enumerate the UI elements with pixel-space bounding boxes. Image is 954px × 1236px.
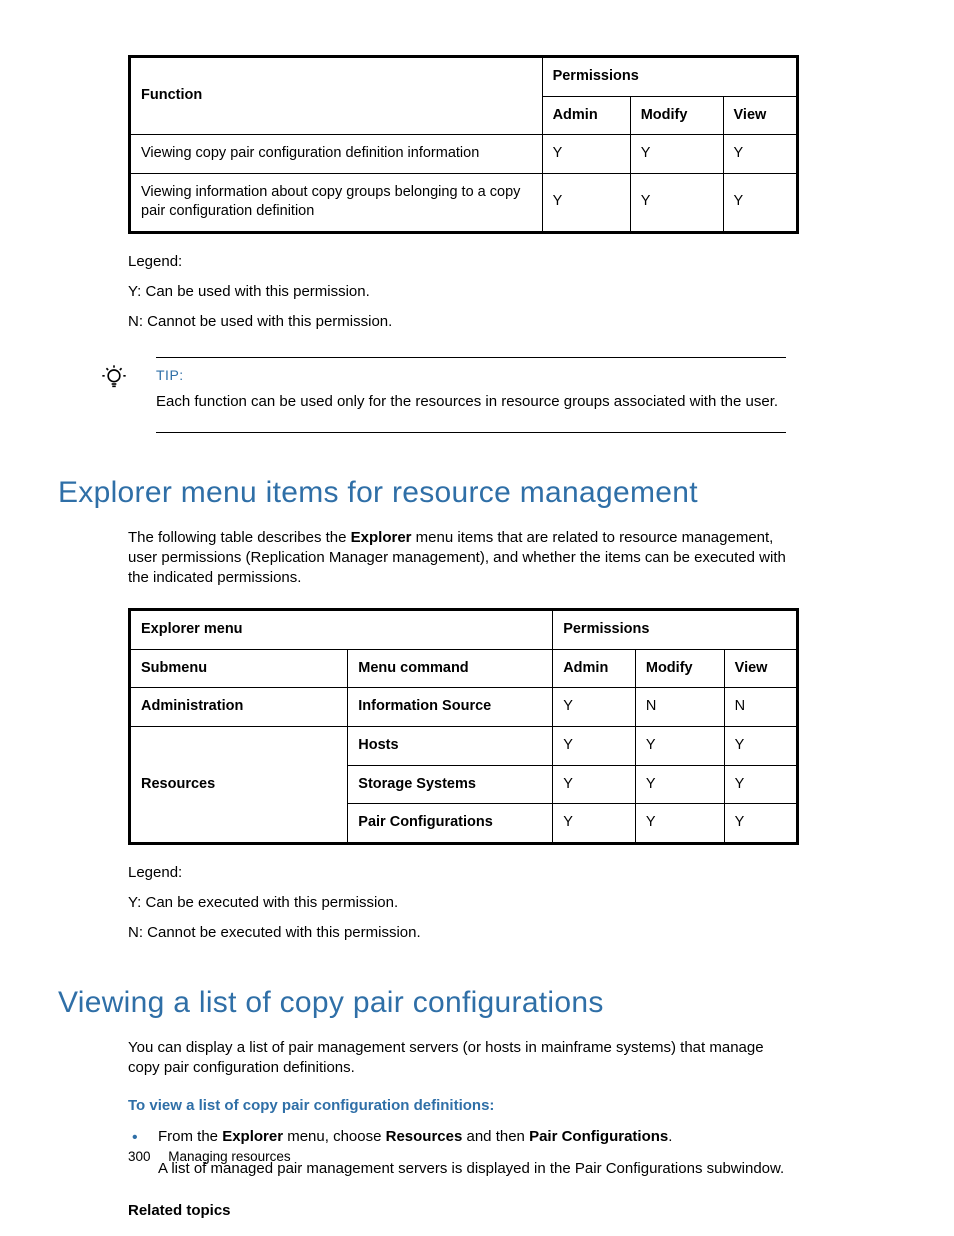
legend-n: N: Cannot be used with this permission. [128, 312, 799, 332]
legend-n: N: Cannot be executed with this permissi… [128, 923, 799, 943]
text-bold: Resources [386, 1128, 463, 1145]
cell-view: Y [723, 135, 798, 174]
cell-function: Viewing information about copy groups be… [130, 173, 543, 232]
th-admin: Admin [553, 649, 636, 688]
text: The following table describes the [128, 529, 351, 546]
text: menu, choose [283, 1128, 386, 1145]
th-submenu: Submenu [130, 649, 348, 688]
tip-icon [100, 357, 128, 397]
th-view: View [724, 649, 797, 688]
permissions-table-1: Function Permissions Admin Modify View V… [128, 55, 799, 234]
cell-menucmd: Storage Systems [348, 765, 553, 804]
th-permissions: Permissions [542, 57, 797, 97]
th-view: View [723, 96, 798, 135]
legend-y: Y: Can be used with this permission. [128, 282, 799, 302]
cell-admin: Y [542, 135, 630, 174]
th-permissions: Permissions [553, 610, 798, 650]
th-modify: Modify [630, 96, 723, 135]
th-explorer-menu: Explorer menu [130, 610, 553, 650]
procedure-heading: To view a list of copy pair configuratio… [128, 1096, 799, 1116]
cell-submenu: Administration [130, 688, 348, 727]
cell-admin: Y [553, 765, 636, 804]
text: From the [158, 1128, 222, 1145]
cell-view: N [724, 688, 797, 727]
legend-title: Legend: [128, 252, 799, 272]
table-row: Resources Hosts Y Y Y [130, 727, 798, 766]
legend-2: Legend: Y: Can be executed with this per… [128, 863, 799, 944]
cell-menucmd: Information Source [348, 688, 553, 727]
table-row: Administration Information Source Y N N [130, 688, 798, 727]
tip-label: TIP: [156, 367, 184, 383]
cell-admin: Y [553, 688, 636, 727]
table-row: Viewing copy pair configuration definiti… [130, 135, 798, 174]
cell-submenu: Resources [130, 727, 348, 844]
legend-1: Legend: Y: Can be used with this permiss… [128, 252, 799, 333]
cell-view: Y [724, 727, 797, 766]
cell-menucmd: Pair Configurations [348, 804, 553, 844]
related-topics: Related topics [128, 1201, 799, 1221]
th-function: Function [130, 57, 543, 135]
th-menucmd: Menu command [348, 649, 553, 688]
cell-modify: Y [635, 804, 724, 844]
tip-text: Each function can be used only for the r… [156, 392, 786, 412]
heading-explorer-menu: Explorer menu items for resource managem… [58, 473, 799, 514]
text-bold: Explorer [351, 529, 412, 546]
para-explorer-intro: The following table describes the Explor… [128, 528, 799, 589]
cell-admin: Y [553, 727, 636, 766]
para-viewing-intro: You can display a list of pair managemen… [128, 1038, 799, 1079]
th-modify: Modify [635, 649, 724, 688]
text: and then [462, 1128, 529, 1145]
cell-menucmd: Hosts [348, 727, 553, 766]
permissions-table-1-wrap: Function Permissions Admin Modify View V… [128, 55, 799, 333]
cell-admin: Y [542, 173, 630, 232]
table-row: Viewing information about copy groups be… [130, 173, 798, 232]
text: . [668, 1128, 672, 1145]
cell-modify: Y [630, 173, 723, 232]
text-bold: Explorer [222, 1128, 283, 1145]
permissions-table-2-wrap: Explorer menu Permissions Submenu Menu c… [128, 608, 799, 943]
page-footer: 300 Managing resources [128, 1148, 291, 1166]
cell-admin: Y [553, 804, 636, 844]
cell-modify: Y [630, 135, 723, 174]
cell-view: Y [724, 765, 797, 804]
cell-modify: Y [635, 727, 724, 766]
page: Function Permissions Admin Modify View V… [0, 0, 954, 1221]
permissions-table-2: Explorer menu Permissions Submenu Menu c… [128, 608, 799, 844]
legend-title: Legend: [128, 863, 799, 883]
cell-view: Y [723, 173, 798, 232]
cell-function: Viewing copy pair configuration definiti… [130, 135, 543, 174]
heading-viewing-list: Viewing a list of copy pair configuratio… [58, 983, 799, 1024]
cell-modify: Y [635, 765, 724, 804]
page-number: 300 [128, 1149, 151, 1164]
tip-box: TIP: Each function can be used only for … [100, 357, 786, 434]
cell-view: Y [724, 804, 797, 844]
chapter-title: Managing resources [168, 1149, 290, 1164]
text-bold: Pair Configurations [529, 1128, 668, 1145]
legend-y: Y: Can be executed with this permission. [128, 893, 799, 913]
cell-modify: N [635, 688, 724, 727]
th-admin: Admin [542, 96, 630, 135]
